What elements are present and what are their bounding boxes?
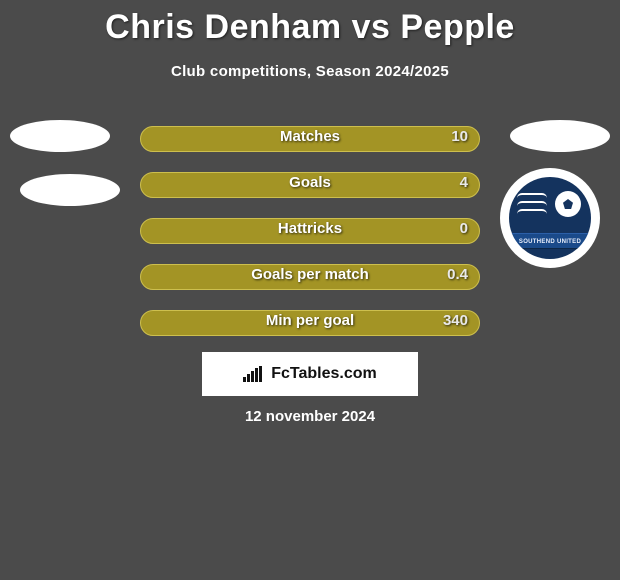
stat-value-right: 10 bbox=[451, 128, 468, 145]
stat-label: Goals per match bbox=[0, 266, 620, 283]
stat-row-goals: Goals 4 bbox=[0, 162, 620, 208]
stat-label: Hattricks bbox=[0, 220, 620, 237]
stat-label: Matches bbox=[0, 128, 620, 145]
stat-row-matches: Matches 10 bbox=[0, 116, 620, 162]
stat-value-right: 340 bbox=[443, 312, 468, 329]
stat-row-gpm: Goals per match 0.4 bbox=[0, 254, 620, 300]
stats-list: Matches 10 Goals 4 Hattricks 0 Goals per… bbox=[0, 116, 620, 346]
stat-label: Goals bbox=[0, 174, 620, 191]
page-title: Chris Denham vs Pepple bbox=[0, 0, 620, 47]
stat-label: Min per goal bbox=[0, 312, 620, 329]
stat-value-right: 4 bbox=[460, 174, 468, 191]
stat-row-mpg: Min per goal 340 bbox=[0, 300, 620, 346]
date-text: 12 november 2024 bbox=[0, 408, 620, 425]
page-subtitle: Club competitions, Season 2024/2025 bbox=[0, 63, 620, 80]
branding-text: FcTables.com bbox=[271, 365, 377, 383]
branding-card[interactable]: FcTables.com bbox=[202, 352, 418, 396]
stat-value-right: 0.4 bbox=[447, 266, 468, 283]
stat-row-hattricks: Hattricks 0 bbox=[0, 208, 620, 254]
bar-chart-icon bbox=[243, 366, 265, 382]
stat-value-right: 0 bbox=[460, 220, 468, 237]
